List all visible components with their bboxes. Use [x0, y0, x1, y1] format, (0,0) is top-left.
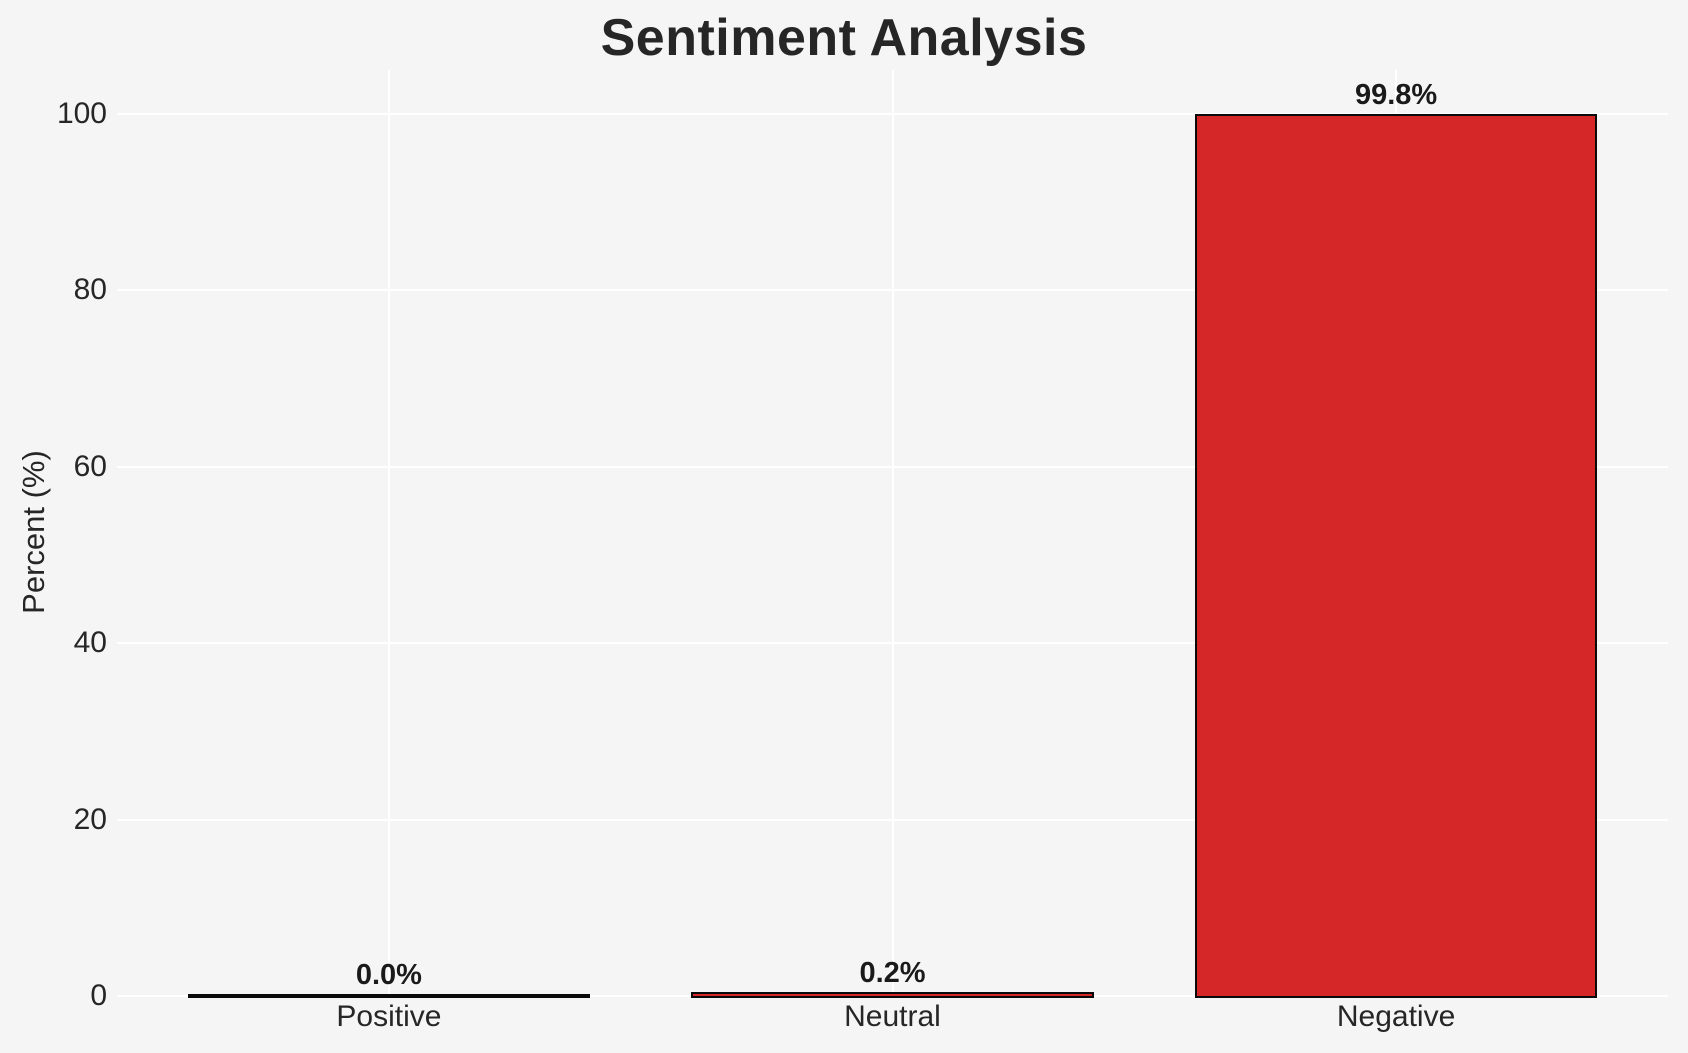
y-tick-0: 0	[90, 979, 107, 1012]
bar-neutral	[691, 992, 1094, 998]
gridline-v-positive	[387, 70, 390, 996]
x-tick-positive: Positive	[336, 1000, 442, 1033]
bar-value-label-positive: 0.0%	[355, 959, 422, 991]
bar-negative	[1194, 114, 1598, 998]
gridline-v-neutral	[891, 70, 894, 996]
bar-positive	[187, 994, 591, 998]
plot-area: 0.0% 0.2% 99.8%	[117, 70, 1668, 998]
y-tick-40: 40	[73, 626, 107, 660]
y-tick-60: 60	[73, 449, 107, 483]
y-tick-100: 100	[56, 97, 107, 131]
x-tick-negative: Negative	[1336, 1000, 1456, 1033]
y-tick-80: 80	[73, 273, 107, 307]
chart-title: Sentiment Analysis	[600, 9, 1088, 67]
bar-value-label-negative: 99.8%	[1354, 79, 1438, 111]
bar-value-label-neutral: 0.2%	[859, 957, 926, 989]
y-tick-20: 20	[73, 802, 107, 836]
x-tick-neutral: Neutral	[844, 1000, 941, 1033]
